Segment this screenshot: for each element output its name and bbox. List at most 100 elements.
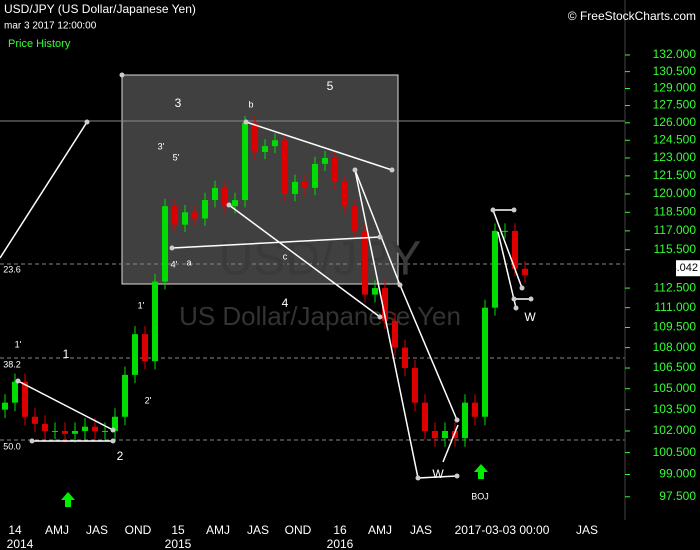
candle-body [102, 430, 108, 432]
candle-body [132, 334, 138, 375]
candle-body [22, 381, 28, 417]
candle-body [442, 430, 448, 439]
candle-body [52, 430, 58, 432]
candle-body [242, 122, 248, 201]
candle-body [12, 381, 18, 403]
candle-body [312, 163, 318, 188]
candle-body [452, 430, 458, 439]
candle-body [252, 122, 258, 153]
y-tick-label: 112.500 [654, 280, 697, 294]
drawings [0, 121, 531, 479]
candle-body [512, 230, 518, 269]
signal-arrow [61, 492, 75, 507]
chart-title: USD/JPY (US Dollar/Japanese Yen) [4, 2, 196, 16]
candle-body [402, 347, 408, 369]
annotation: 1' [138, 300, 145, 310]
annotation: 38.2 [3, 359, 21, 369]
candle-body [212, 187, 218, 201]
x-tick-label: 2017-03-03 00:00 [455, 523, 550, 537]
x-year-label: 2014 [7, 537, 34, 550]
annotation: W [432, 467, 444, 481]
y-tick-label: 126.000 [653, 115, 697, 129]
candle-body [392, 320, 398, 348]
annotation: 1 [63, 347, 70, 361]
y-tick-label: 109.500 [653, 320, 697, 334]
candle-body [272, 140, 278, 147]
candle-body [302, 181, 308, 188]
x-tick-label: AMJ [206, 523, 230, 537]
annotation: BOJ [471, 491, 489, 501]
annotation: W [524, 310, 536, 324]
candle-body [32, 416, 38, 424]
y-tick-label: 117.000 [654, 223, 697, 237]
x-tick-label: JAS [86, 523, 108, 537]
y-tick-label: 111.000 [654, 300, 696, 314]
candle-body [422, 402, 428, 431]
x-tick-label: OND [125, 523, 152, 537]
signal-arrow [474, 464, 488, 479]
candle-body [482, 307, 488, 417]
candle-body [152, 281, 158, 362]
annotation: 2 [117, 449, 124, 463]
candle-body [282, 140, 288, 194]
annotation: 50.0 [3, 441, 21, 451]
annotation: 5' [173, 152, 180, 162]
y-tick-label: 118.500 [654, 204, 697, 218]
annotation: 1' [15, 339, 22, 349]
x-tick-label: JAS [247, 523, 269, 537]
candle-body [472, 402, 478, 417]
y-tick-label: 124.500 [653, 132, 697, 146]
price-box [676, 260, 700, 277]
y-tick-label: 108.000 [653, 340, 697, 354]
annotation: 5 [327, 79, 334, 93]
candles [2, 115, 528, 447]
y-tick-label: 130.500 [653, 64, 697, 78]
y-tick-label: 127.500 [653, 98, 697, 112]
candle-body [322, 157, 328, 164]
candle-body [382, 288, 388, 321]
candle-body [232, 200, 238, 207]
candle-body [502, 230, 508, 232]
x-year-label: 2015 [165, 537, 192, 550]
candle-body [162, 206, 168, 282]
x-tick-label: JAS [576, 523, 598, 537]
x-tick-label: AMJ [368, 523, 392, 537]
y-tick-label: 105.000 [653, 381, 697, 395]
candle-body [82, 426, 88, 431]
candle-body [352, 206, 358, 231]
x-tick-label: OND [285, 523, 312, 537]
y-tick-label: 99.000 [659, 467, 696, 481]
legend-label[interactable]: Price History [8, 38, 71, 50]
annotation: 4' [171, 259, 178, 269]
candle-body [522, 268, 528, 276]
y-tick-label: 120.000 [653, 186, 697, 200]
candle-body [432, 430, 438, 439]
annotation: b [248, 99, 253, 109]
y-tick-label: 123.000 [653, 150, 697, 164]
candle-body [262, 146, 268, 153]
last-price: 114.042 [659, 262, 698, 274]
x-tick-label: 15 [171, 523, 185, 537]
chart-subtitle: mar 3 2017 12:00:00 [4, 21, 97, 32]
watermark-subtitle: US Dollar/Japanese Yen [179, 301, 461, 331]
annotation: 4 [282, 296, 289, 310]
candle-body [292, 181, 298, 194]
candle-body [2, 402, 8, 410]
annotation: 3 [175, 96, 182, 110]
y-tick-label: 115.500 [654, 242, 697, 256]
annotation: 23.6 [3, 264, 21, 274]
candle-body [222, 187, 228, 207]
candle-body [42, 423, 48, 431]
y-tick-label: 100.500 [653, 445, 697, 459]
candle-body [202, 200, 208, 219]
candle-body [492, 230, 498, 308]
x-year-label: 2016 [327, 537, 354, 550]
copyright: © FreeStockCharts.com [568, 9, 696, 23]
annotation: a [186, 257, 191, 267]
y-tick-label: 132.000 [653, 47, 697, 61]
candle-body [122, 374, 128, 417]
candle-body [172, 206, 178, 225]
candle-body [372, 288, 378, 295]
x-tick-label: JAS [410, 523, 432, 537]
